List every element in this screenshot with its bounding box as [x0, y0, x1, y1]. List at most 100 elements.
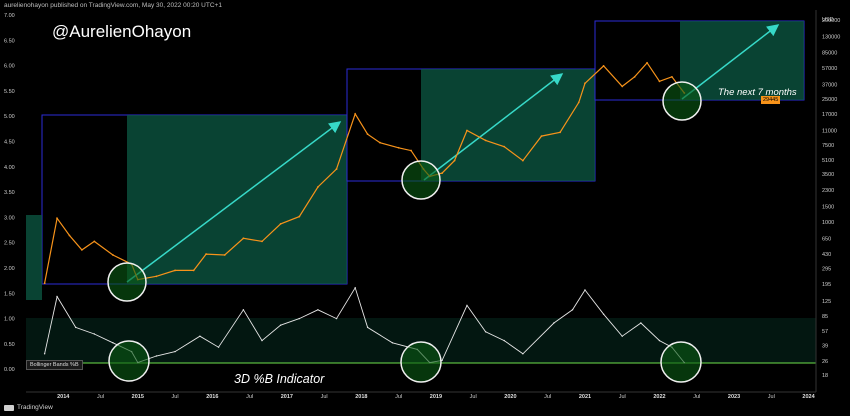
- indicator-point: [640, 322, 642, 324]
- right-axis-tick: 85: [822, 314, 828, 320]
- left-axis-tick: 6.50: [4, 38, 15, 44]
- price-point: [242, 237, 245, 240]
- indicator-point: [658, 339, 661, 342]
- right-axis-tick: 2300: [822, 188, 834, 194]
- right-axis-tick: 200000: [822, 18, 840, 24]
- price-point: [192, 269, 195, 272]
- right-axis-tick: 295: [822, 266, 831, 272]
- right-axis-tick: 1500: [822, 204, 834, 210]
- cycle-zone-2019: [421, 69, 595, 181]
- left-axis-tick: 2.50: [4, 241, 15, 247]
- indicator-point: [174, 350, 176, 353]
- left-axis-tick: 1.50: [4, 291, 15, 297]
- indicator-point: [366, 326, 369, 329]
- right-axis-tick: 39: [822, 344, 828, 350]
- right-axis-tick: 57000: [822, 66, 837, 72]
- indicator-point: [621, 335, 623, 337]
- right-axis-tick: 430: [822, 252, 831, 258]
- price-point: [223, 254, 226, 256]
- x-axis-tick: 2019: [430, 394, 442, 400]
- price-point: [540, 135, 543, 138]
- indicator-point: [261, 339, 263, 342]
- x-axis-tick: Jul: [619, 394, 626, 400]
- price-point: [602, 64, 605, 67]
- left-axis-tick: 3.00: [4, 215, 15, 221]
- indicator-point: [279, 324, 282, 326]
- tradingview-logo-icon: [4, 404, 14, 411]
- price-point: [335, 168, 338, 170]
- price-point: [658, 80, 661, 83]
- author-handle: @AurelienOhayon: [52, 22, 192, 41]
- x-axis-tick: Jul: [768, 394, 775, 400]
- left-axis-tick: 6.00: [4, 64, 15, 70]
- right-axis-tick: 25000: [822, 97, 837, 103]
- price-point: [80, 248, 83, 251]
- x-axis-tick: 2020: [504, 394, 516, 400]
- x-axis-tick: Jul: [395, 394, 402, 400]
- right-axis-tick: 26: [822, 359, 828, 365]
- price-point: [484, 139, 487, 142]
- bottom-circle-2019: [401, 160, 441, 200]
- price-point: [279, 222, 282, 225]
- right-axis-tick: 18: [822, 373, 828, 379]
- indicator-point: [112, 342, 114, 344]
- indicator-point: [466, 304, 468, 307]
- indicator-point: [441, 359, 443, 362]
- cycle-arrow-2022: [681, 24, 780, 100]
- price-point: [466, 129, 468, 132]
- cycle-arrow-2015: [126, 121, 342, 283]
- price-point: [68, 234, 71, 237]
- indicator-point: [484, 331, 487, 333]
- price-point: [646, 61, 648, 64]
- price-point: [93, 240, 96, 243]
- price-point: [503, 145, 506, 148]
- indicator-point: [503, 339, 505, 342]
- right-axis-tick: 650: [822, 236, 831, 242]
- price-point: [671, 75, 673, 78]
- right-axis-tick: 125: [822, 299, 831, 305]
- cycle-zone-2022: [680, 21, 804, 100]
- x-axis-tick: Jul: [321, 394, 328, 400]
- indicator-point: [217, 346, 220, 348]
- indicator-point: [602, 313, 605, 315]
- indicator-point: [317, 309, 319, 311]
- price-point: [112, 254, 114, 256]
- indicator-point: [571, 309, 574, 311]
- cycle-arrow-2019: [423, 73, 564, 181]
- indicator-point: [43, 353, 46, 355]
- price-point: [621, 85, 624, 88]
- x-axis-tick: 2016: [206, 394, 218, 400]
- left-axis-tick: 4.50: [4, 140, 15, 146]
- right-axis-tick: 5100: [822, 158, 834, 164]
- price-point: [261, 240, 263, 243]
- publish-info: aurelienohayon published on TradingView.…: [4, 2, 222, 9]
- price-point: [354, 113, 357, 115]
- x-axis-tick: Jul: [172, 394, 179, 400]
- x-axis-tick: Jul: [693, 394, 700, 400]
- indicator-point: [391, 342, 394, 344]
- right-axis-tick: 1000: [822, 220, 834, 226]
- indicator-point: [56, 295, 58, 298]
- price-point: [559, 131, 562, 134]
- price-point: [410, 149, 412, 152]
- next-months-annotation: The next 7 months: [718, 87, 797, 98]
- indicator-legend: Bollinger Bands %B: [26, 360, 83, 370]
- x-axis-tick: 2015: [132, 394, 144, 400]
- left-axis-tick: 0.50: [4, 342, 15, 348]
- x-axis-tick: 2022: [653, 394, 665, 400]
- indicator-circle-2019: [400, 341, 442, 383]
- price-point: [298, 215, 301, 218]
- x-axis-tick: 2017: [281, 394, 293, 400]
- left-axis-tick: 7.00: [4, 13, 15, 19]
- indicator-point: [298, 317, 300, 320]
- x-axis-tick: Jul: [97, 394, 104, 400]
- price-point: [174, 269, 176, 272]
- right-axis-tick: 130000: [822, 34, 840, 40]
- x-axis-tick: 2021: [579, 394, 591, 400]
- price-point: [366, 133, 369, 136]
- indicator-circle-2015: [108, 340, 150, 382]
- right-axis-tick: 7500: [822, 143, 834, 149]
- bottom-circle-2022: [662, 81, 702, 121]
- right-axis-unit: USD: [822, 17, 834, 23]
- right-axis-tick: 85000: [822, 51, 837, 57]
